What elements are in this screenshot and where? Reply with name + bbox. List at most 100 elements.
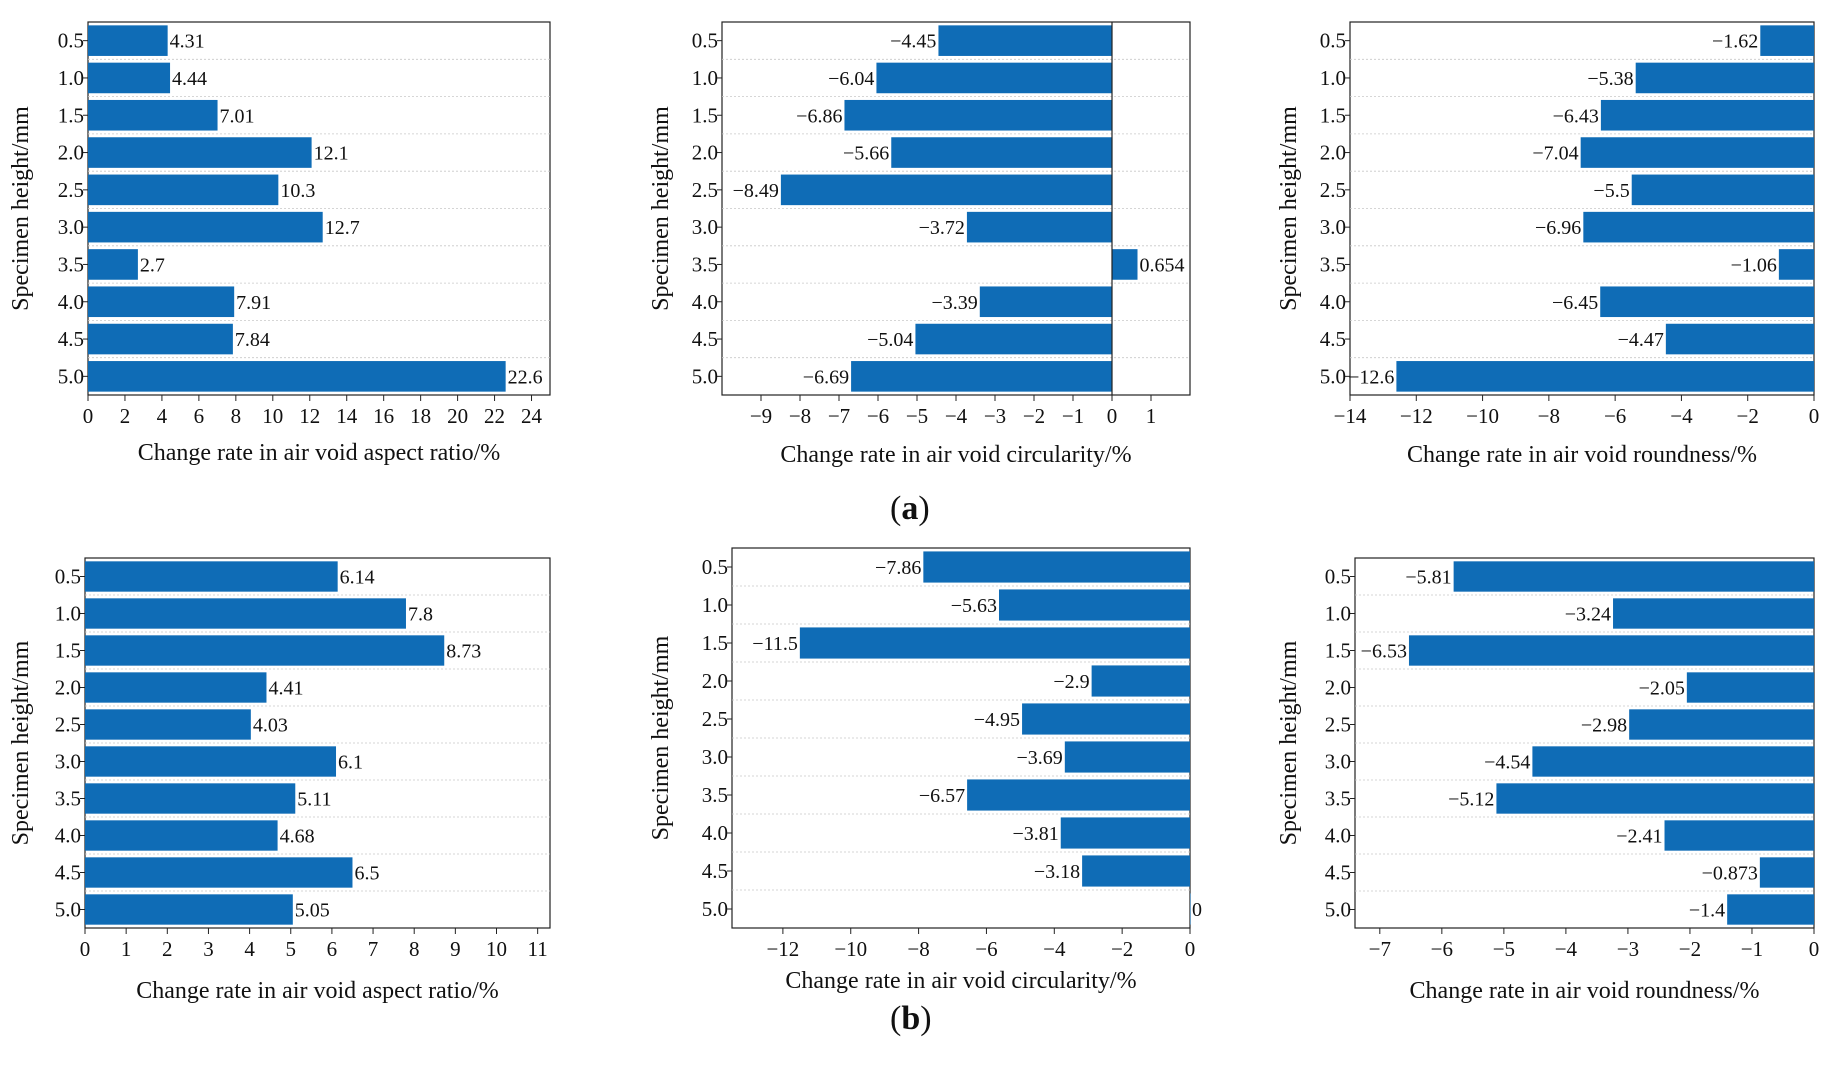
bar [88, 62, 171, 94]
y-tick-label: 1.5 [692, 103, 718, 127]
bar-value-label: −12.6 [1348, 366, 1394, 388]
bar [1190, 893, 1191, 925]
y-tick-label: 0.5 [1325, 565, 1351, 589]
bar [85, 894, 293, 925]
x-tick-label: 1 [121, 937, 132, 961]
bar-value-label: −5.12 [1448, 789, 1494, 811]
x-tick-label: −1 [1062, 404, 1084, 428]
bar-value-label: 6.5 [354, 863, 379, 885]
y-tick-label: 4.0 [58, 290, 84, 314]
x-tick-label: −2 [1023, 404, 1045, 428]
bar-value-label: −6.04 [828, 68, 874, 90]
y-tick-label: 5.0 [702, 897, 728, 921]
y-tick-label: 4.0 [55, 824, 81, 848]
x-tick-label: 22 [484, 404, 505, 428]
x-tick-label: −2 [1737, 404, 1759, 428]
x-tick-label: −9 [750, 404, 772, 428]
y-tick-label: 1.0 [55, 602, 81, 626]
bar [1453, 561, 1814, 592]
bar [1091, 665, 1190, 697]
y-tick-label: 3.5 [55, 787, 81, 811]
y-tick-label: 4.5 [1320, 327, 1346, 351]
bar-value-label: −6.45 [1552, 292, 1598, 314]
y-axis-label: Specimen height/mm [8, 640, 34, 845]
y-tick-label: 4.0 [1320, 290, 1346, 314]
y-tick-label: 5.0 [58, 364, 84, 388]
y-tick-label: 3.0 [1325, 750, 1351, 774]
x-axis-label: Change rate in air void aspect ratio/% [138, 440, 501, 466]
bar-value-label: −2.41 [1616, 826, 1662, 848]
bar [799, 627, 1190, 659]
bar-value-label: 22.6 [508, 366, 543, 388]
bar [780, 174, 1112, 206]
bar [88, 286, 235, 318]
y-tick-label: 5.0 [692, 364, 718, 388]
bar [1082, 855, 1190, 887]
bar-value-label: −2.98 [1581, 715, 1627, 737]
bar [1778, 249, 1814, 280]
x-tick-label: −10 [834, 937, 867, 961]
chart-b-circularity: −7.86 0.5 −5.63 1.0 −11.5 1.5 −2.9 2.0 −4.95 2.5 −… [648, 547, 1202, 994]
bar-value-label: −1.4 [1689, 900, 1725, 922]
y-tick-label: 3.5 [1320, 252, 1346, 276]
y-tick-label: 4.0 [692, 290, 718, 314]
y-tick-label: 0.5 [702, 555, 728, 579]
y-tick-label: 3.0 [692, 215, 718, 239]
x-tick-label: 8 [231, 404, 242, 428]
bar-value-label: −3.18 [1034, 861, 1080, 883]
bar [966, 211, 1112, 243]
x-tick-label: 10 [486, 937, 507, 961]
x-tick-label: −6 [867, 404, 889, 428]
bar [1635, 62, 1814, 94]
x-tick-label: −7 [1369, 937, 1391, 961]
y-tick-label: 2.5 [55, 713, 81, 737]
y-tick-label: 3.0 [55, 750, 81, 774]
bar-value-label: 5.11 [297, 789, 331, 811]
y-tick-label: 3.5 [58, 252, 84, 276]
bar-value-label: −3.69 [1017, 747, 1063, 769]
bar-value-label: −1.06 [1731, 254, 1777, 276]
bar [979, 286, 1112, 318]
x-axis-label: Change rate in air void roundness/% [1410, 978, 1760, 1004]
bar [88, 249, 138, 280]
bar [876, 62, 1112, 94]
x-tick-label: 12 [299, 404, 320, 428]
y-tick-label: 0.5 [1320, 29, 1346, 53]
bar [1760, 25, 1814, 56]
x-tick-label: 2 [162, 937, 173, 961]
y-tick-label: 2.0 [692, 141, 718, 165]
bar [1613, 598, 1814, 629]
y-tick-label: 1.0 [692, 66, 718, 90]
chart-a-aspect-ratio: 4.31 0.5 4.44 1.0 7.01 1.5 12.1 2.0 10.3 2.5 12.7 3… [8, 21, 551, 466]
chart-a-circularity: −4.45 0.5 −6.04 1.0 −6.86 1.5 −5.66 2.0 −8.49 2.5… [648, 21, 1191, 468]
bar [85, 820, 278, 851]
y-tick-label: 2.5 [702, 707, 728, 731]
x-tick-label: 11 [528, 937, 548, 961]
x-tick-label: −6 [1604, 404, 1626, 428]
x-tick-label: 2 [120, 404, 131, 428]
bar-value-label: −6.69 [803, 366, 849, 388]
bar-value-label: 4.03 [253, 715, 288, 737]
panel-label-a: (a) [890, 490, 930, 527]
y-tick-label: 3.0 [702, 745, 728, 769]
bar-value-label: 8.73 [446, 641, 481, 663]
bar [891, 137, 1112, 168]
x-tick-label: −5 [1493, 937, 1515, 961]
bar-value-label: −2.05 [1639, 678, 1685, 700]
y-tick-label: 4.5 [58, 327, 84, 351]
x-tick-label: −4 [1555, 937, 1578, 961]
x-tick-label: −2 [1111, 937, 1133, 961]
panel-label-b: (b) [890, 1000, 932, 1037]
bar-value-label: −7.86 [875, 557, 921, 579]
bar-value-label: −0.873 [1702, 863, 1758, 885]
x-tick-label: 0 [80, 937, 91, 961]
bar [88, 323, 233, 355]
y-axis-label: Specimen height/mm [648, 635, 674, 840]
bar [1496, 783, 1814, 814]
bar-value-label: 4.41 [268, 678, 303, 700]
bar [938, 25, 1112, 56]
bar-value-label: 0 [1192, 899, 1202, 921]
bar-value-label: −3.81 [1012, 823, 1058, 845]
y-tick-label: 3.5 [692, 252, 718, 276]
bar-value-label: −5.04 [867, 329, 913, 351]
